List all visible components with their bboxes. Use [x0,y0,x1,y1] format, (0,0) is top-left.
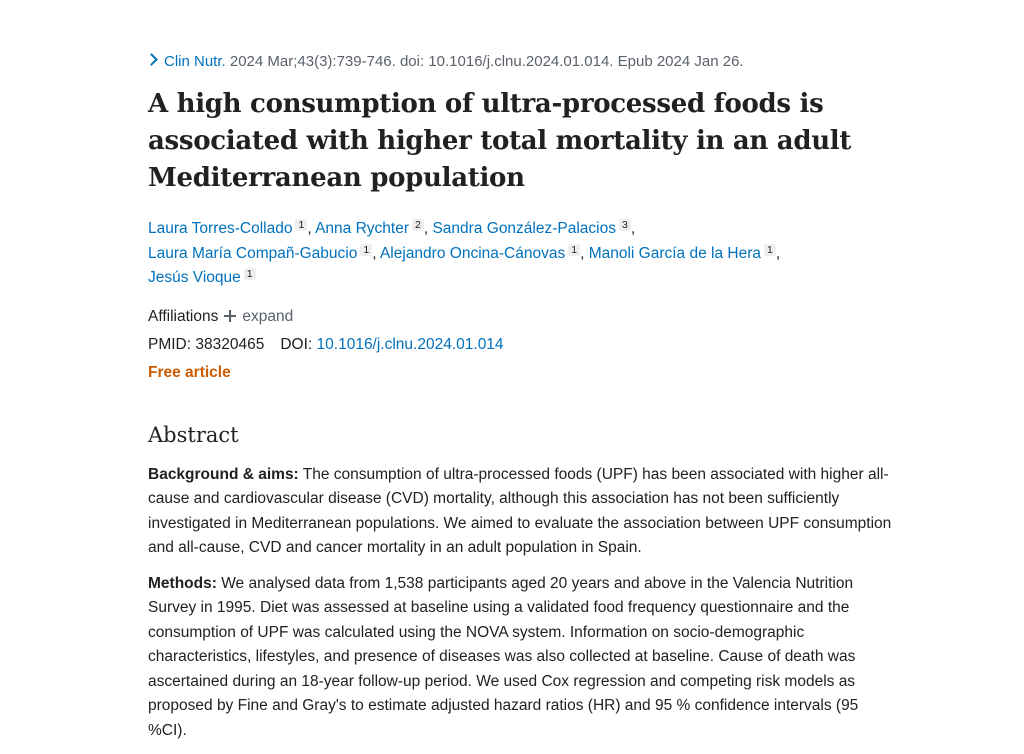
plus-icon [224,309,237,322]
author-link[interactable]: Anna Rychter [315,220,409,237]
methods-text: We analysed data from 1,538 participants… [148,574,859,739]
affiliations-label: Affiliations [148,307,219,325]
abstract-heading: Abstract [148,422,239,447]
doi-label: DOI: [280,335,313,353]
article-title: A high consumption of ultra-processed fo… [148,89,852,193]
methods-label: Methods: [148,574,217,592]
abstract-background: Background & aims: The consumption of ul… [148,463,893,561]
identifiers-row: PMID: 38320465 DOI: 10.1016/j.clnu.2024.0… [148,335,893,355]
author-link[interactable]: Alejandro Oncina-Cánovas [379,244,566,262]
affiliation-number[interactable]: 1 [764,243,776,256]
expand-label: expand [242,307,294,325]
affiliation-number[interactable]: 1 [243,268,256,280]
pmid-label: PMID: [148,335,192,353]
author-link[interactable]: Laura María Compañ-Gabucio [148,244,358,262]
citation-details: 2024 Mar;43(3):739-746. doi: 10.1016/j.c… [225,53,744,70]
journal-link[interactable]: Clin Nutr. [164,53,226,70]
author-link[interactable]: Sandra González-Palacios [432,220,616,237]
affiliations-expand-button[interactable]: expand [224,308,293,325]
background-label: Background & aims: [148,465,299,483]
chevron-right-icon[interactable] [145,53,158,66]
background-text: The consumption of ultra-processed foods… [148,465,892,557]
affiliation-number[interactable]: 3 [619,219,631,231]
affiliation-number[interactable]: 1 [295,219,308,231]
author-link[interactable]: Jesús Vioque [148,269,241,286]
pmid-value: 38320465 [195,335,265,353]
abstract-methods: Methods: We analysed data from 1,538 par… [148,572,893,744]
affiliation-number[interactable]: 2 [412,219,424,231]
affiliation-number[interactable]: 1 [568,243,581,256]
authors-list: Laura Torres-Collado 1, Anna Rychter 2, Sa… [148,219,781,286]
free-article-badge: Free article [148,363,231,381]
affiliation-number[interactable]: 1 [360,243,373,256]
affiliations-row: Affiliations expand [148,307,893,327]
article-page: Clin Nutr. 2024 Mar;43(3):739-746. doi: … [145,0,893,744]
doi-link[interactable]: 10.1016/j.clnu.2024.01.014 [316,335,504,353]
citation-line: Clin Nutr. 2024 Mar;43(3):739-746. doi: … [145,52,893,72]
author-link[interactable]: Laura Torres-Collado [148,220,293,237]
author-link[interactable]: Manoli García de la Hera [588,244,761,262]
